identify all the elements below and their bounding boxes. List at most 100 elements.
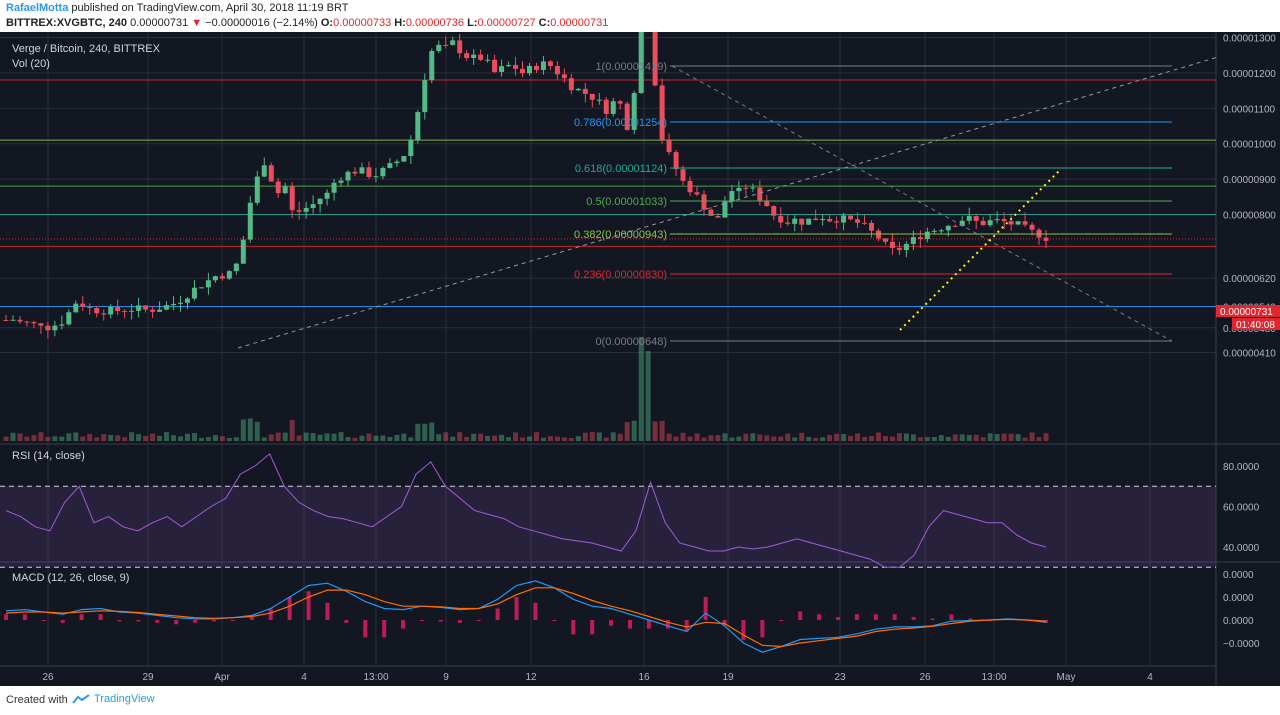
candle-body — [401, 156, 407, 162]
macd-histogram-bar — [854, 614, 859, 620]
author-link[interactable]: RafaelMotta — [6, 2, 69, 14]
volume-bars — [3, 336, 1049, 441]
volume-bar — [917, 437, 923, 441]
candle-body — [310, 204, 316, 208]
candle-body — [275, 181, 281, 194]
candle-body — [617, 101, 623, 104]
volume-bar — [603, 437, 609, 441]
volume-bar — [715, 435, 721, 441]
candle-body — [771, 206, 777, 216]
volume-bar — [938, 435, 944, 441]
candle-body — [226, 271, 232, 279]
candle-body — [394, 161, 400, 164]
time-tick-label: 12 — [525, 672, 537, 683]
chart-canvas[interactable]: 1(0.00001419) 0.786(0.00001254) 0.618(0.00… — [0, 32, 1280, 686]
candle-body — [736, 187, 742, 192]
volume-bar — [115, 435, 121, 441]
trend-lines[interactable] — [237, 56, 1219, 349]
volume-bar — [359, 435, 365, 441]
candle-body — [171, 303, 177, 306]
rsi-tick-label: 40.0000 — [1223, 543, 1260, 554]
candle-body — [219, 276, 225, 279]
time-tick-label: 16 — [638, 672, 650, 683]
volume-bar — [226, 437, 232, 441]
fib-level-label: 1(0.00001419) — [595, 61, 667, 73]
candle-body — [240, 239, 246, 264]
candle-body — [554, 65, 560, 75]
volume-bar — [994, 434, 1000, 441]
volume-bar — [261, 437, 267, 441]
macd-histogram-bar — [117, 620, 122, 622]
volume-bar — [108, 435, 114, 441]
macd-histogram-bar — [420, 620, 424, 621]
volume-bar — [164, 432, 170, 441]
macd-tick-label: −0.0000 — [1223, 639, 1260, 650]
macd-histogram-bar — [212, 620, 216, 622]
time-axis[interactable]: 26 29 Apr 4 13:00 9 12 16 19 23 26 13:00 May 4 — [42, 672, 1153, 683]
macd-tick-label: 0.0000 — [1223, 593, 1254, 604]
price-axis[interactable]: 0.000015000.000014000.000013000.00001200… — [1216, 32, 1280, 360]
volume-bar — [973, 434, 979, 441]
volume-bar — [408, 437, 414, 441]
candle-body — [1029, 224, 1035, 230]
candle-body — [198, 287, 204, 289]
macd-histogram-bar — [306, 591, 311, 620]
candle-body — [66, 312, 72, 325]
candle-body — [1008, 221, 1014, 225]
candle-body — [659, 85, 665, 140]
candle-body — [94, 308, 100, 314]
fib-level-label: 0(0.00000648) — [595, 336, 667, 348]
volume-bar — [820, 437, 826, 441]
candle-body — [903, 243, 909, 251]
candle-body — [694, 192, 700, 195]
time-tick-label: 26 — [42, 672, 54, 683]
candle-body — [436, 44, 442, 52]
volume-bar — [198, 437, 204, 441]
candle-body — [987, 220, 993, 226]
candle-body — [122, 311, 128, 313]
volume-bar — [547, 436, 553, 441]
volume-bar — [394, 434, 400, 441]
fib-retracement[interactable]: 1(0.00001419) 0.786(0.00001254) 0.618(0.00… — [574, 61, 1173, 348]
candle-body — [345, 171, 351, 181]
candle-body — [980, 220, 986, 226]
volume-bar — [422, 423, 428, 441]
macd-histogram-bar — [628, 620, 632, 629]
last-price: 0.00000731 — [130, 17, 189, 29]
countdown-tag-bg — [1232, 318, 1280, 330]
volume-bar — [666, 433, 672, 441]
volume-bar — [834, 433, 840, 441]
volume-bar — [554, 436, 560, 441]
volume-bar — [478, 433, 484, 441]
candle-body — [150, 309, 156, 312]
volume-bar — [499, 434, 505, 441]
open-label: O: — [320, 17, 334, 29]
candle-body — [24, 321, 30, 323]
candle-body — [806, 218, 812, 225]
macd-tick-label: 0.0000 — [1223, 616, 1254, 627]
volume-bar — [373, 435, 379, 441]
volume-bar — [708, 435, 714, 441]
volume-bar — [778, 436, 784, 441]
volume-bar — [750, 433, 756, 441]
candle-body — [673, 152, 679, 170]
last-price-tag-bg — [1216, 305, 1280, 317]
volume-bar — [896, 433, 902, 441]
volume-bar — [191, 433, 197, 441]
candle-body — [317, 198, 323, 205]
candle-body — [73, 303, 79, 313]
volume-bar — [889, 436, 895, 441]
candle-body — [589, 93, 595, 100]
symbol-label: BITTREX:XVGBTC, 240 — [6, 17, 128, 29]
volume-bar — [387, 437, 393, 441]
candle-body — [352, 171, 358, 174]
candle-body — [575, 88, 581, 91]
rsi-tick-label: 60.0000 — [1223, 503, 1260, 514]
volume-bar — [443, 432, 449, 441]
tradingview-logo[interactable]: TradingView — [72, 693, 155, 705]
volume-bar — [254, 421, 260, 441]
volume-bar — [492, 435, 498, 441]
volume-bar — [143, 435, 149, 441]
volume-bar — [282, 432, 288, 441]
candle-body — [596, 99, 602, 101]
